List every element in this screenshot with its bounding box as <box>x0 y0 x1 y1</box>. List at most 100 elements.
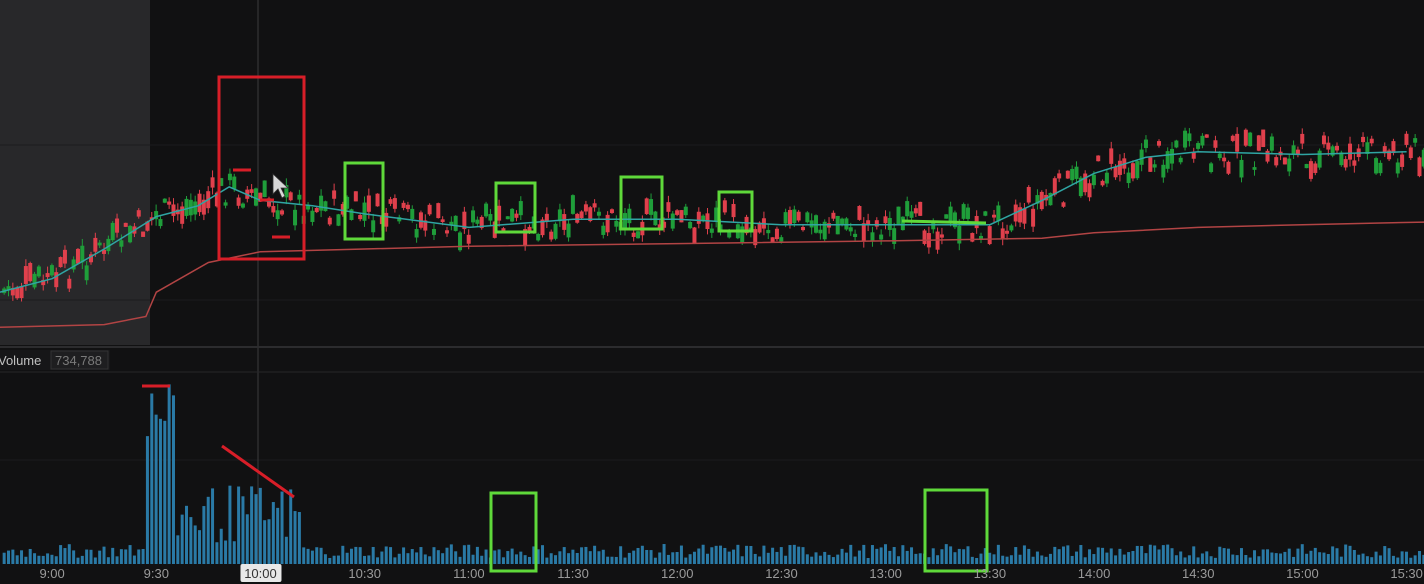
volume-bar <box>163 420 167 564</box>
candle-body <box>102 249 107 254</box>
volume-bar <box>836 554 840 564</box>
candle-body <box>1200 135 1205 146</box>
volume-bar <box>1105 552 1109 564</box>
volume-bar <box>85 549 89 564</box>
candle-body <box>1235 133 1240 152</box>
volume-bar <box>1088 549 1092 564</box>
volume-bar <box>927 557 931 564</box>
ema-line <box>0 151 1407 293</box>
volume-bar <box>888 550 892 564</box>
candle-body <box>757 222 762 233</box>
volume-bar <box>124 549 128 564</box>
volume-bar <box>2 552 6 564</box>
candle-body <box>1395 162 1400 174</box>
volume-bar <box>406 553 410 564</box>
candle-body <box>805 212 810 223</box>
volume-bar <box>1231 554 1235 564</box>
volume-bar <box>202 506 206 564</box>
volume-bar <box>1140 546 1144 564</box>
candle-body <box>323 201 328 212</box>
volume-bar <box>349 548 353 564</box>
volume-bar <box>1005 556 1009 564</box>
candle-body <box>1308 161 1313 179</box>
candle-body <box>171 204 176 216</box>
volume-bar <box>918 553 922 564</box>
candle-body <box>1321 135 1326 145</box>
volume-bar <box>1348 545 1352 564</box>
volume-bar <box>1057 549 1061 564</box>
volume-bar <box>1344 544 1348 564</box>
volume-bar <box>1279 553 1283 564</box>
volume-bar <box>128 545 132 564</box>
volume-bar <box>723 547 727 564</box>
volume-bar <box>844 552 848 564</box>
candle-body <box>922 230 927 244</box>
volume-bar <box>1318 552 1322 564</box>
candle-body <box>609 209 614 214</box>
candle-body <box>657 224 662 230</box>
candle-body <box>870 232 875 242</box>
volume-bar <box>701 544 705 564</box>
volume-bar <box>245 514 249 564</box>
volume-bar <box>996 544 1000 564</box>
candle-body <box>978 235 983 240</box>
candle-body <box>544 213 549 222</box>
candle-body <box>401 202 406 208</box>
volume-bar <box>345 552 349 564</box>
volume-bar <box>623 557 627 564</box>
x-tick-label: 15:30 <box>1390 566 1423 581</box>
candle-body <box>397 217 402 222</box>
volume-bar <box>384 546 388 564</box>
volume-bar <box>645 549 649 564</box>
candle-body <box>197 193 202 213</box>
volume-bar <box>740 556 744 564</box>
candle-body <box>1143 139 1148 148</box>
candle-body <box>1378 162 1383 174</box>
candle-body <box>874 220 879 227</box>
volume-bar <box>267 519 271 564</box>
candle-body <box>557 209 562 222</box>
mouse-cursor-icon <box>272 173 290 199</box>
volume-bar <box>1239 548 1243 564</box>
volume-bar <box>727 551 731 564</box>
volume-bar <box>376 557 380 564</box>
candle-body <box>601 225 606 235</box>
candle-body <box>896 206 901 226</box>
candle-body <box>1148 157 1153 172</box>
volume-bar <box>1266 549 1270 564</box>
volume-bar <box>150 393 154 564</box>
candles-layer <box>2 127 1424 302</box>
candle-body <box>1352 160 1357 166</box>
candle-body <box>1374 158 1379 174</box>
annotation-green-volume-box-2 <box>923 488 989 573</box>
candle-body <box>1022 208 1027 224</box>
volume-bar <box>380 551 384 564</box>
candle-body <box>1165 151 1170 169</box>
candle-body <box>184 198 189 216</box>
candle-body <box>479 216 484 229</box>
volume-bar <box>719 545 723 564</box>
volume-bar <box>801 547 805 564</box>
candle-body <box>1339 152 1344 166</box>
volume-bar <box>76 557 80 564</box>
candle-body <box>1117 160 1122 175</box>
volume-bar <box>423 554 427 564</box>
volume-bar <box>211 488 215 564</box>
volume-bar <box>558 551 562 564</box>
volume-bar <box>705 553 709 564</box>
volume-bar <box>536 549 540 564</box>
candle-body <box>1204 134 1209 138</box>
candle-body <box>1000 228 1005 239</box>
volume-bar <box>818 555 822 564</box>
volume-bar <box>988 552 992 564</box>
candle-body <box>240 203 245 208</box>
candle-body <box>787 209 792 226</box>
volume-bar <box>224 540 228 564</box>
volume-bar <box>302 547 306 564</box>
candle-body <box>167 201 172 205</box>
candle-body <box>336 214 341 226</box>
volume-bar <box>1192 546 1196 564</box>
x-tick-label: 12:00 <box>661 566 694 581</box>
volume-bar <box>484 549 488 564</box>
candle-body <box>861 223 866 242</box>
